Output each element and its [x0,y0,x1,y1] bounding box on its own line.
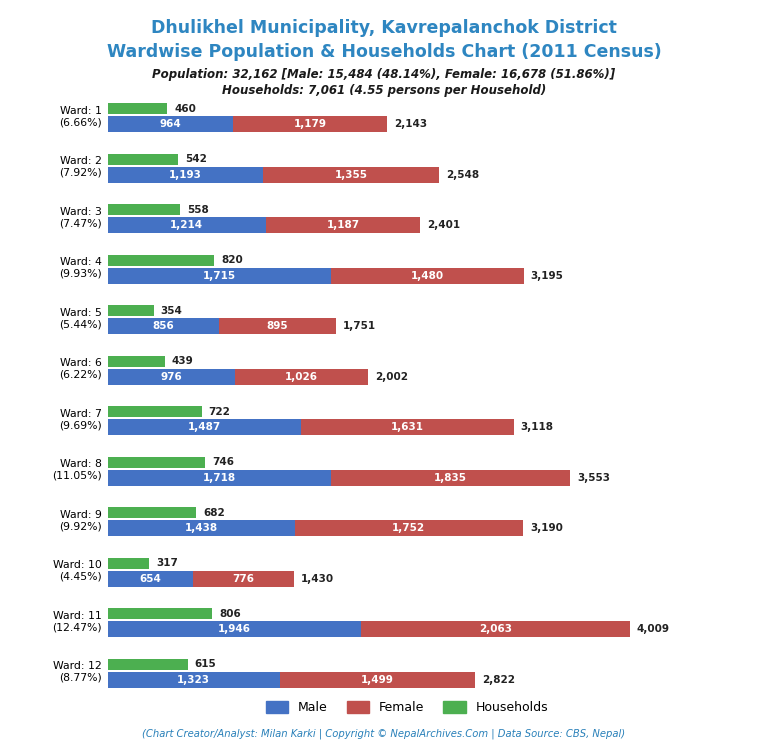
Text: (Chart Creator/Analyst: Milan Karki | Copyright © NepalArchives.Com | Data Sourc: (Chart Creator/Analyst: Milan Karki | Co… [142,729,626,739]
Text: 615: 615 [195,659,217,669]
Text: 976: 976 [161,372,182,382]
Bar [233,116,386,133]
Bar [361,621,630,637]
Bar [331,470,570,486]
Text: 1,193: 1,193 [169,169,202,180]
Text: 1,355: 1,355 [335,169,368,180]
Bar [331,268,524,284]
Text: 542: 542 [185,154,207,164]
Bar [108,406,201,417]
Text: Population: 32,162 [Male: 15,484 (48.14%), Female: 16,678 (51.86%)]: Population: 32,162 [Male: 15,484 (48.14%… [152,68,616,81]
Bar [108,672,280,688]
Text: Wardwise Population & Households Chart (2011 Census): Wardwise Population & Households Chart (… [107,43,661,61]
Text: 1,438: 1,438 [184,523,217,533]
Text: 1,835: 1,835 [434,473,467,483]
Text: 820: 820 [221,255,243,265]
Text: 2,401: 2,401 [427,221,461,230]
Bar [108,268,331,284]
Bar [108,608,213,619]
Bar [108,217,266,233]
Bar [263,166,439,183]
Text: 354: 354 [161,306,183,316]
Text: 2,063: 2,063 [478,624,511,634]
Bar [108,621,361,637]
Bar [234,369,368,385]
Bar [108,470,331,486]
Bar [193,571,293,587]
Bar [108,419,301,435]
Text: 1,430: 1,430 [301,574,334,584]
Text: 3,190: 3,190 [530,523,563,533]
Text: 1,480: 1,480 [411,271,444,281]
Text: 3,195: 3,195 [531,271,564,281]
Text: 317: 317 [156,558,178,569]
Text: 1,718: 1,718 [203,473,236,483]
Text: 2,822: 2,822 [482,675,515,684]
Text: 439: 439 [172,356,194,366]
Text: 558: 558 [187,205,209,215]
Bar [108,659,187,669]
Bar [295,520,523,536]
Bar [108,116,233,133]
Text: 1,751: 1,751 [343,322,376,331]
Text: 1,187: 1,187 [326,221,359,230]
Text: 1,946: 1,946 [218,624,250,634]
Bar [108,520,295,536]
Text: 1,214: 1,214 [170,221,203,230]
Text: 460: 460 [174,104,197,114]
Text: 3,553: 3,553 [578,473,611,483]
Bar [108,319,219,334]
Text: 1,631: 1,631 [391,422,424,432]
Text: 1,026: 1,026 [285,372,318,382]
Text: 895: 895 [266,322,288,331]
Text: 1,487: 1,487 [187,422,221,432]
Text: 806: 806 [220,608,241,619]
Bar [108,204,180,215]
Text: 2,143: 2,143 [394,119,427,130]
Text: Dhulikhel Municipality, Kavrepalanchok District: Dhulikhel Municipality, Kavrepalanchok D… [151,19,617,37]
Text: 2,002: 2,002 [376,372,409,382]
Text: Households: 7,061 (4.55 persons per Household): Households: 7,061 (4.55 persons per Hous… [222,84,546,97]
Bar [219,319,336,334]
Bar [108,456,204,468]
Text: 746: 746 [212,457,233,467]
Text: 964: 964 [160,119,181,130]
Legend: Male, Female, Households: Male, Female, Households [260,697,554,719]
Text: 1,179: 1,179 [293,119,326,130]
Bar [301,419,514,435]
Bar [266,217,420,233]
Text: 1,499: 1,499 [361,675,394,684]
Bar [108,255,214,266]
Bar [108,507,197,518]
Text: 1,323: 1,323 [177,675,210,684]
Bar [108,355,164,367]
Bar [280,672,475,688]
Text: 856: 856 [152,322,174,331]
Text: 3,118: 3,118 [521,422,554,432]
Text: 654: 654 [139,574,161,584]
Text: 682: 682 [204,508,225,517]
Text: 722: 722 [209,407,230,416]
Bar [108,571,193,587]
Bar [108,166,263,183]
Text: 4,009: 4,009 [637,624,670,634]
Text: 1,752: 1,752 [392,523,425,533]
Text: 2,548: 2,548 [446,169,480,180]
Text: 1,715: 1,715 [203,271,236,281]
Bar [108,369,234,385]
Text: 776: 776 [232,574,254,584]
Bar [108,305,154,316]
Bar [108,154,178,165]
Bar [108,103,167,114]
Bar [108,558,149,569]
